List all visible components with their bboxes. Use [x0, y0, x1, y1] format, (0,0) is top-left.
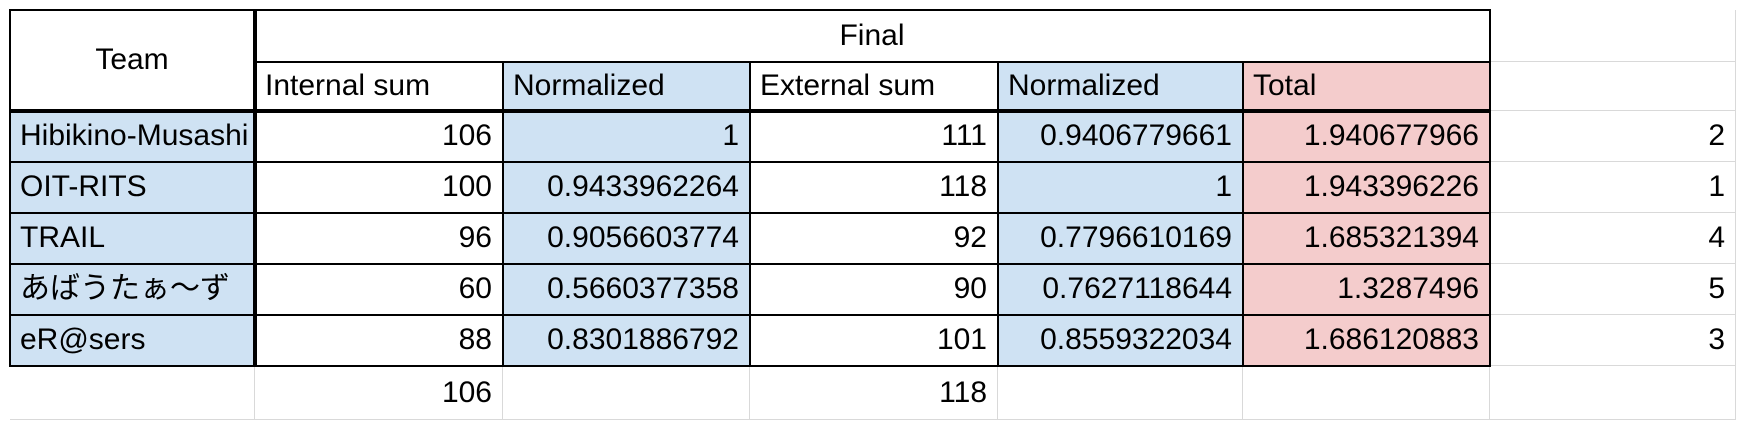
border-line — [997, 62, 999, 367]
team-name-cell[interactable]: あばうたぁ〜ず — [10, 264, 255, 315]
border-line — [255, 61, 1491, 63]
total-cell[interactable]: 1.3287496 — [1243, 264, 1490, 315]
border-line — [502, 62, 504, 367]
external-sum-cell[interactable]: 118 — [750, 162, 998, 213]
internal-normalized-cell[interactable]: 0.9433962264 — [503, 162, 750, 213]
external-sum-cell[interactable]: 101 — [750, 315, 998, 366]
internal-sum-cell[interactable]: 60 — [255, 264, 503, 315]
total-cell[interactable]: 1.940677966 — [1243, 111, 1490, 162]
team-name-cell[interactable]: eR@sers — [10, 315, 255, 366]
rank-cell[interactable]: 1 — [1490, 162, 1736, 213]
team-name-cell[interactable]: OIT-RITS — [10, 162, 255, 213]
border-line — [10, 212, 1491, 214]
external-sum-cell[interactable]: 92 — [750, 213, 998, 264]
internal-normalized-cell[interactable]: 0.5660377358 — [503, 264, 750, 315]
border-line — [749, 62, 751, 367]
external-normalized-cell[interactable]: 0.7627118644 — [998, 264, 1243, 315]
internal-normalized-header-cell[interactable]: Normalized — [503, 62, 750, 111]
external-normalized-cell[interactable]: 1 — [998, 162, 1243, 213]
external-sum-cell[interactable]: 111 — [750, 111, 998, 162]
internal-normalized-cell[interactable]: 1 — [503, 111, 750, 162]
total-cell[interactable]: 1.943396226 — [1243, 162, 1490, 213]
empty-cell[interactable] — [1490, 10, 1736, 62]
team-name-cell[interactable]: TRAIL — [10, 213, 255, 264]
external-sum-cell[interactable]: 90 — [750, 264, 998, 315]
internal-normalized-cell[interactable]: 0.8301886792 — [503, 315, 750, 366]
border-line — [253, 9, 257, 367]
border-line — [10, 9, 1491, 11]
empty-cell[interactable] — [1490, 62, 1736, 111]
external-sum-header-cell[interactable]: External sum — [750, 62, 998, 111]
empty-cell[interactable] — [10, 366, 255, 420]
external-sum-max-cell[interactable]: 118 — [750, 366, 998, 420]
empty-cell[interactable] — [998, 366, 1243, 420]
border-line — [9, 9, 11, 367]
empty-cell[interactable] — [1243, 366, 1490, 420]
border-line — [10, 161, 1491, 163]
external-normalized-cell[interactable]: 0.7796610169 — [998, 213, 1243, 264]
border-line — [10, 314, 1491, 316]
internal-sum-cell[interactable]: 88 — [255, 315, 503, 366]
internal-sum-cell[interactable]: 106 — [255, 111, 503, 162]
team-name-cell[interactable]: Hibikino-Musashi — [10, 111, 255, 162]
internal-sum-cell[interactable]: 100 — [255, 162, 503, 213]
rank-cell[interactable]: 5 — [1490, 264, 1736, 315]
total-cell[interactable]: 1.685321394 — [1243, 213, 1490, 264]
external-normalized-cell[interactable]: 0.9406779661 — [998, 111, 1243, 162]
total-header-cell[interactable]: Total — [1243, 62, 1490, 111]
rank-cell[interactable]: 3 — [1490, 315, 1736, 366]
final-header-cell[interactable]: Final — [255, 10, 1490, 62]
border-line — [1489, 9, 1491, 367]
external-normalized-header-cell[interactable]: Normalized — [998, 62, 1243, 111]
internal-normalized-cell[interactable]: 0.9056603774 — [503, 213, 750, 264]
empty-cell[interactable] — [503, 366, 750, 420]
border-line — [1242, 62, 1244, 367]
external-normalized-cell[interactable]: 0.8559322034 — [998, 315, 1243, 366]
team-header-cell[interactable]: Team — [10, 10, 255, 111]
internal-sum-header-cell[interactable]: Internal sum — [255, 62, 503, 111]
internal-sum-cell[interactable]: 96 — [255, 213, 503, 264]
rank-cell[interactable]: 4 — [1490, 213, 1736, 264]
border-line — [10, 263, 1491, 265]
empty-cell[interactable] — [1490, 366, 1736, 420]
internal-sum-max-cell[interactable]: 106 — [255, 366, 503, 420]
total-cell[interactable]: 1.686120883 — [1243, 315, 1490, 366]
rank-cell[interactable]: 2 — [1490, 111, 1736, 162]
